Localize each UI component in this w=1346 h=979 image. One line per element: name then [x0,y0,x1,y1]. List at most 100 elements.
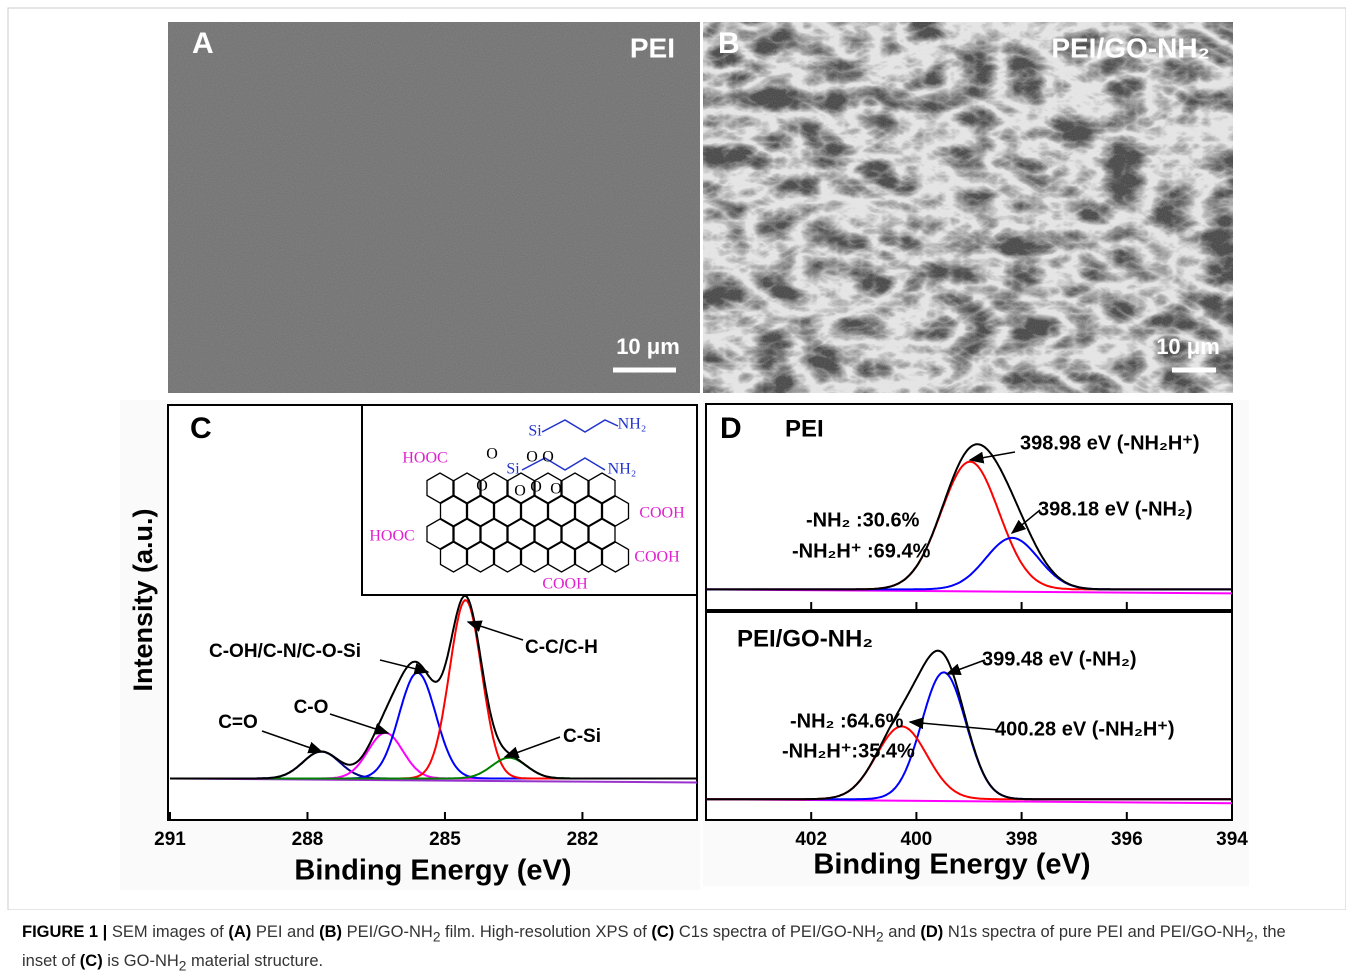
graphene-ring [534,518,562,550]
panel-label: PEI/GO-NH₂ [1051,32,1210,63]
inset-label: NH₂ [618,416,647,433]
graphene-ring [520,495,549,527]
graphene-ring [493,541,522,573]
inset-label: HOOC [369,528,414,545]
plot-frame [705,611,1233,821]
annotation: -NH₂H⁺ :69.4% [792,540,931,562]
inset-label: COOH [639,505,685,522]
inset-frame [361,404,698,596]
annotation: -NH₂H⁺:35.4% [782,740,915,762]
caption-ref: (C) [651,923,675,941]
subplot-title: PEI [785,415,824,442]
figure: A PEI 10 μm B PEI/GO-NH₂ 10 μm C D Inten… [7,7,1346,910]
graphene-ring [561,518,589,550]
caption-text: is GO-NH [102,952,179,971]
annotation-arrow [968,451,1016,464]
annotation: -NH₂ :30.6% [806,509,920,531]
graphene-ring [493,495,522,527]
caption-sub: 2 [178,958,187,974]
graphene-ring [453,518,481,550]
annotation: 398.98 eV (-NH₂H⁺) [1020,432,1200,454]
inset-label: Si [528,423,542,440]
caption-text: PEI and [251,923,320,941]
annotation: C-OH/C-N/C-O-Si [209,641,361,662]
graphene-ring [480,472,508,504]
graphene-ring [466,541,495,573]
x-tick-label: 291 [154,829,186,850]
annotation-arrow [379,659,430,675]
annotation: C-C/C-H [525,637,598,658]
annotation: C-O [294,697,329,718]
propyl-chain [541,419,619,433]
caption-sub: 2 [876,929,884,945]
x-tick-label: 394 [1216,829,1248,850]
x-tick-label: 402 [795,829,827,850]
panel-letter: D [720,412,742,445]
caption-ref: (A) [228,923,252,941]
x-tick-label: 398 [1006,829,1038,850]
caption-text: C1s spectra of PEI/GO-NH [674,923,877,941]
panel-letter: C [190,412,212,445]
inset-label: COOH [542,576,588,593]
caption-text: N1s spectra of pure PEI and PEI/GO-NH [943,923,1246,941]
graphene-ring [466,495,495,527]
graphene-ring [547,541,576,573]
graphene-ring [574,495,603,527]
annotation-arrow [503,736,561,759]
caption-text: and [883,923,921,941]
envelope [706,443,1232,591]
annotation: 398.18 eV (-NH₂) [1038,498,1193,520]
caption-sub: 2 [1245,929,1254,945]
graphene-ring [426,518,454,550]
caption-text: SEM images of [107,923,229,941]
caption-text: film. High-resolution XPS of [440,923,652,941]
graphene-ring [520,541,549,573]
annotation-arrow [945,659,986,675]
inset-label: O [476,478,488,495]
graphene-ring [480,518,508,550]
inset-label: O [542,449,554,466]
outer-frame [7,7,1346,910]
y-axis-label: Intensity (a.u.) [128,508,158,691]
x-axis-label: Binding Energy (eV) [294,855,571,887]
scale-label: 10 μm [616,334,680,359]
sem-flakes [703,22,1233,393]
graphene-ring [453,472,481,504]
caption-label: FIGURE 1 | [22,923,108,941]
caption-ref: (C) [79,952,103,971]
graphene-ring [534,472,562,504]
annotation-arrow [1010,509,1041,534]
x-tick-label: 285 [429,829,461,850]
graphene-ring [547,495,576,527]
sem-grain [168,22,700,393]
scale-label: 10 μm [1156,334,1220,359]
graphene-ring [561,472,589,504]
inset-label: Si [506,461,520,478]
annotation-arrow [261,730,324,754]
annotation-arrow [908,717,999,731]
graphene-ring [507,472,535,504]
panel-label: PEI [630,32,675,63]
subplot-title: PEI/GO-NH₂ [737,625,873,652]
graphene-ring [426,472,454,504]
x-tick-label: 288 [292,829,324,850]
annotation: -NH₂ :64.6% [790,710,904,732]
annotation-arrow [466,620,524,641]
inset-label: NH₂ [608,461,637,478]
caption-text: , the inset of [22,923,1286,971]
caption-ref: (B) [319,923,343,941]
envelope [706,649,1232,801]
caption-text: PEI/GO-NH [342,923,433,941]
annotation: 399.48 eV (-NH₂) [982,648,1137,670]
annotation: 400.28 eV (-NH₂H⁺) [995,718,1175,740]
annotation-arrow [329,713,390,735]
inset-label: O [486,446,498,463]
envelope [170,594,697,780]
graphene-ring [439,495,468,527]
x-tick-label: 282 [567,829,599,850]
inset-label: O [514,483,526,500]
inset-label: COOH [634,549,680,566]
x-tick-label: 400 [901,829,933,850]
caption-sub: 2 [432,929,441,945]
